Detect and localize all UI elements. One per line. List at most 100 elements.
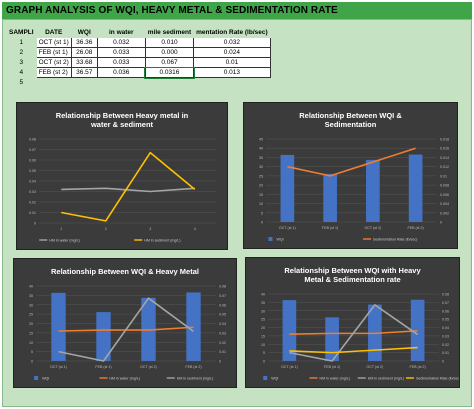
chart-heavy-metal-water-sediment[interactable]: Relationship Between Heavy metal in water… [16,102,228,250]
series-line [61,187,195,193]
y2-tick-label: 0.03 [442,334,449,338]
y-tick-label: 40 [261,293,265,297]
col-header-hm-water: in water [109,29,134,36]
chart-wqi-heavy-metal-sedimentation[interactable]: Relationship Between WQI with Heavy Metal… [245,257,460,388]
table-cell[interactable]: 0.000 [144,47,195,58]
x-tick-label: 2 [105,227,107,231]
y-tick-label: 5 [261,211,263,215]
table-cell[interactable]: 0.013 [193,67,271,78]
table-cell[interactable]: 33.68 [70,57,98,68]
y2-tick-label: 0.06 [442,309,449,313]
series-line [58,297,194,362]
chart-wqi-heavy-metal[interactable]: Relationship Between WQI & Heavy Metal 0 5… [13,258,237,388]
y-tick-label: 0 [261,221,263,225]
chart-svg: 0 5 10 15 20 25 30 35 40 0 0.01 0.02 0.03 0.04 0.05 0.0… [29,285,226,381]
y2-tick-label: 0.002 [440,211,449,215]
bar [323,173,337,222]
y2-tick-label: 0 [442,360,444,364]
table-cell[interactable]: 1 [19,39,24,46]
selected-cell[interactable]: 0.0316 [144,66,195,79]
legend-label: HM in water (mg/L) [49,239,80,243]
chart-title: Relationship Between Heavy metal in [55,111,189,120]
y2-tick-label: 0.06 [219,303,226,307]
table-cell[interactable]: 0.067 [144,57,195,68]
y-tick-label: 10 [261,343,265,347]
table-cell[interactable]: 4 [19,69,24,76]
legend-label: HM in water (mg/L) [319,377,350,381]
table-cell[interactable]: 3 [19,59,24,66]
bar [408,154,423,222]
y-tick-label: 20 [261,326,265,330]
x-tick-label: OCT (st 1) [281,365,298,369]
table-cell[interactable]: 0.036 [96,67,146,78]
table-row: 4 FEB (st 2) 36.57 0.036 0.0316 0.013 [7,66,271,79]
y2-tick-label: 0.04 [219,322,226,326]
col-header-sed-rate: mentation Rate (lb/sec) [196,29,268,36]
table-cell[interactable]: OCT (st 1) [35,37,72,48]
y-tick-label: 35 [261,301,265,305]
table-cell[interactable]: 2 [19,49,24,56]
table-cell[interactable]: 0.033 [96,47,146,58]
table-cell[interactable] [36,78,71,88]
x-tick-label: OCT (st 1) [50,365,67,369]
table-cell[interactable] [97,78,145,88]
bar [410,299,425,361]
table-cell[interactable]: 36.57 [70,67,98,78]
legend-label: HM in sediment (mg/L) [144,239,180,243]
table-row: 3 OCT (st 2) 33.68 0.033 0.067 0.01 [7,57,271,68]
y-tick-label: 0 [34,222,36,226]
table-cell[interactable]: 0.032 [193,37,271,48]
y-tick-label: 35 [259,156,263,160]
x-tick-label: 1 [60,227,62,231]
table-cell[interactable]: FEB (st 1) [35,47,72,58]
table-cell[interactable] [71,78,97,88]
table-cell[interactable]: 5 [19,79,24,86]
chart-svg: 0 5 10 15 20 25 30 35 40 45 0 0.002 0.004 0.006 0.008 0… [259,138,449,242]
bar [366,159,380,222]
y2-tick-label: 0.012 [440,165,449,169]
y-tick-label: 0.01 [29,211,36,215]
y-tick-label: 30 [29,303,33,307]
y2-tick-label: 0.02 [219,341,226,345]
bar [186,292,201,361]
table-cell[interactable] [194,78,271,88]
table-cell[interactable] [145,78,193,88]
table-cell[interactable]: 26.08 [70,47,98,58]
table-cell[interactable]: 36.36 [70,37,98,48]
y-tick-label: 25 [259,174,263,178]
x-tick-label: 3 [149,227,151,231]
chart-title: Metal & Sedimentation rate [304,275,401,284]
table-cell[interactable]: FEB (st 2) [35,67,72,78]
x-tick-label: FEB (st 2) [408,226,424,230]
y2-tick-label: 0.016 [440,147,449,151]
y2-tick-label: 0.008 [440,184,449,188]
y2-tick-label: 0.03 [219,331,226,335]
y2-tick-label: 0.05 [219,313,226,317]
chart-wqi-sedimentation[interactable]: Relationship Between WQI & Sedimentation 0… [243,102,458,249]
table-cell[interactable]: 0.024 [193,47,271,58]
y-tick-label: 25 [29,313,33,317]
table-cell[interactable]: OCT (st 2) [35,57,72,68]
y2-tick-label: 0.004 [440,202,449,206]
bar [282,300,297,361]
y-tick-label: 0.06 [29,159,36,163]
data-table: SAMPLI DATE WQI in water mile sediment m… [6,27,271,88]
table-cell[interactable]: 0.01 [193,57,271,68]
x-tick-label: OCT (st 1) [279,226,296,230]
table-cell[interactable]: 0.033 [96,57,146,68]
x-tick-label: OCT (st 2) [140,365,157,369]
chart-title: Sedimentation [324,120,377,129]
y-tick-label: 40 [259,147,263,151]
table-cell[interactable]: 0.010 [144,37,195,48]
table-cell[interactable]: 0.032 [96,37,146,48]
bar [96,312,111,361]
col-header-sample: SAMPLI [9,29,34,36]
x-tick-label: FEB (st 1) [95,365,111,369]
bar [325,317,339,361]
bar [51,292,66,361]
y2-tick-label: 0.006 [440,193,449,197]
y-tick-label: 10 [29,341,33,345]
y2-tick-label: 0.05 [442,318,449,322]
y-tick-label: 15 [261,334,265,338]
chart-title: Relationship Between WQI with Heavy [284,266,421,275]
